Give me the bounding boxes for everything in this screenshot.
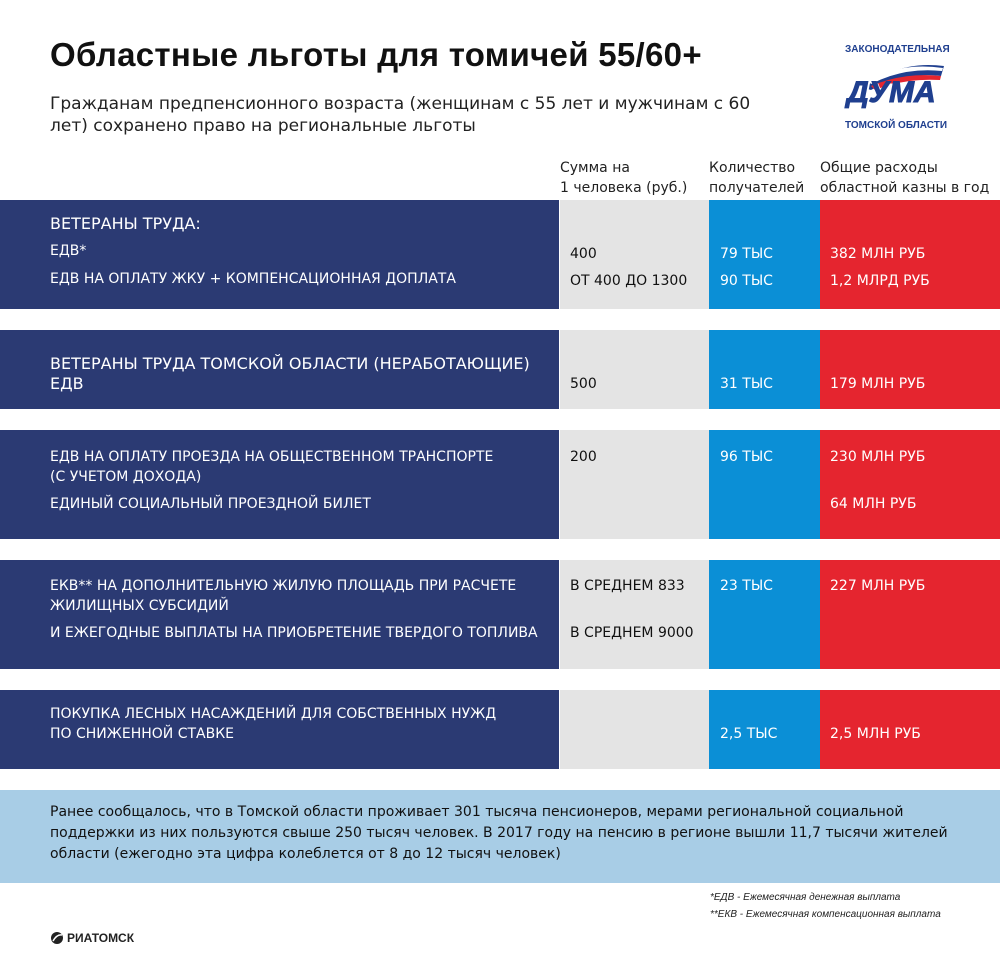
flag-swoosh-icon [864, 64, 944, 90]
benefit-line: ЕДИНЫЙ СОЦИАЛЬНЫЙ ПРОЕЗДНОЙ БИЛЕТ [50, 496, 371, 512]
header-count-line: Количество [709, 160, 796, 176]
header-cost-line: областной казны в год [820, 180, 990, 196]
benefit-line: ЖИЛИЩНЫХ СУБСИДИЙ [50, 598, 229, 614]
sum-value: 200 [570, 449, 597, 465]
table-row: ВЕТЕРАНЫ ТРУДА ТОМСКОЙ ОБЛАСТИ (НЕРАБОТА… [0, 330, 1000, 409]
sum-value: 500 [570, 376, 597, 392]
cost-value: 64 МЛН РУБ [830, 496, 917, 512]
benefit-line: ЕДВ [50, 374, 84, 393]
count-cell: 96 ТЫС [709, 430, 820, 539]
header-cost-line: Общие расходы [820, 160, 938, 176]
cost-value: 179 МЛН РУБ [830, 376, 926, 392]
benefit-cell: ПОКУПКА ЛЕСНЫХ НАСАЖДЕНИЙ ДЛЯ СОБСТВЕННЫ… [0, 690, 559, 769]
cost-value: 382 МЛН РУБ [830, 246, 926, 262]
cost-cell: 230 МЛН РУБ 64 МЛН РУБ [820, 430, 1000, 539]
page-title: Областные льготы для томичей 55/60+ [50, 36, 702, 73]
benefit-line: ПОКУПКА ЛЕСНЫХ НАСАЖДЕНИЙ ДЛЯ СОБСТВЕННЫ… [50, 706, 497, 722]
count-cell: 23 ТЫС [709, 560, 820, 669]
table-row: ЕДВ НА ОПЛАТУ ПРОЕЗДА НА ОБЩЕСТВЕННОМ ТР… [0, 430, 1000, 539]
benefit-line: ЕДВ* [50, 243, 87, 259]
header-cost: Общие расходы областной казны в год [820, 158, 989, 198]
sum-cell: В СРЕДНЕМ 833 В СРЕДНЕМ 9000 [560, 560, 709, 669]
sum-cell: 500 [560, 330, 709, 409]
count-cell: 2,5 ТЫС [709, 690, 820, 769]
ria-logo-icon [51, 932, 63, 944]
sum-value: ОТ 400 ДО 1300 [570, 273, 688, 289]
benefit-title: ВЕТЕРАНЫ ТРУДА ТОМСКОЙ ОБЛАСТИ (НЕРАБОТА… [50, 354, 530, 373]
cost-cell: 179 МЛН РУБ [820, 330, 1000, 409]
sum-value: В СРЕДНЕМ 9000 [570, 625, 694, 641]
count-value: 23 ТЫС [720, 578, 773, 594]
table-row: ЕКВ** НА ДОПОЛНИТЕЛЬНУЮ ЖИЛУЮ ПЛОЩАДЬ ПР… [0, 560, 1000, 669]
cost-cell: 2,5 МЛН РУБ [820, 690, 1000, 769]
cost-value: 1,2 МЛРД РУБ [830, 273, 930, 289]
header-sum-line: 1 человека (руб.) [560, 180, 688, 196]
footnote-edv: *ЕДВ - Ежемесячная денежная выплата [710, 892, 901, 903]
sum-cell: 400 ОТ 400 ДО 1300 [560, 200, 709, 309]
duma-logo: ЗАКОНОДАТЕЛЬНАЯ ДУМА ТОМСКОЙ ОБЛАСТИ [845, 44, 955, 134]
sum-value: 400 [570, 246, 597, 262]
count-cell: 31 ТЫС [709, 330, 820, 409]
benefit-cell: ВЕТЕРАНЫ ТРУДА: ЕДВ* ЕДВ НА ОПЛАТУ ЖКУ +… [0, 200, 559, 309]
logo-main-text: ДУМА [847, 76, 937, 110]
benefit-line: ЕДВ НА ОПЛАТУ ПРОЕЗДА НА ОБЩЕСТВЕННОМ ТР… [50, 449, 494, 465]
cost-value: 2,5 МЛН РУБ [830, 726, 921, 742]
header-sum: Сумма на 1 человека (руб.) [560, 158, 687, 198]
footnote-ekv: **ЕКВ - Ежемесячная компенсационная выпл… [710, 909, 941, 920]
benefit-line: ЕДВ НА ОПЛАТУ ЖКУ + КОМПЕНСАЦИОННАЯ ДОПЛ… [50, 271, 456, 287]
info-note: Ранее сообщалось, что в Томской области … [0, 790, 1000, 883]
table-row: ВЕТЕРАНЫ ТРУДА: ЕДВ* ЕДВ НА ОПЛАТУ ЖКУ +… [0, 200, 1000, 309]
count-value: 31 ТЫС [720, 376, 773, 392]
count-value: 79 ТЫС [720, 246, 773, 262]
benefit-cell: ВЕТЕРАНЫ ТРУДА ТОМСКОЙ ОБЛАСТИ (НЕРАБОТА… [0, 330, 559, 409]
cost-value: 230 МЛН РУБ [830, 449, 926, 465]
cost-cell: 382 МЛН РУБ 1,2 МЛРД РУБ [820, 200, 1000, 309]
count-value: 90 ТЫС [720, 273, 773, 289]
header-count-line: получателей [709, 180, 805, 196]
ria-tomsk-logo: РИАТОМСК [50, 931, 134, 945]
sum-cell [560, 690, 709, 769]
count-value: 96 ТЫС [720, 449, 773, 465]
cost-cell: 227 МЛН РУБ [820, 560, 1000, 669]
sum-cell: 200 [560, 430, 709, 539]
benefit-cell: ЕДВ НА ОПЛАТУ ПРОЕЗДА НА ОБЩЕСТВЕННОМ ТР… [0, 430, 559, 539]
sum-value: В СРЕДНЕМ 833 [570, 578, 685, 594]
count-value: 2,5 ТЫС [720, 726, 778, 742]
header-count: Количество получателей [709, 158, 804, 198]
benefit-title: ВЕТЕРАНЫ ТРУДА: [50, 214, 201, 233]
count-cell: 79 ТЫС 90 ТЫС [709, 200, 820, 309]
ria-logo-text: РИАТОМСК [67, 931, 135, 945]
cost-value: 227 МЛН РУБ [830, 578, 926, 594]
benefit-line: И ЕЖЕГОДНЫЕ ВЫПЛАТЫ НА ПРИОБРЕТЕНИЕ ТВЕР… [50, 625, 538, 641]
subtitle: Гражданам предпенсионного возраста (женщ… [50, 94, 751, 136]
benefit-line: ПО СНИЖЕННОЙ СТАВКЕ [50, 726, 234, 742]
benefit-line: (С УЧЕТОМ ДОХОДА) [50, 469, 202, 485]
logo-top-text: ЗАКОНОДАТЕЛЬНАЯ [845, 44, 950, 55]
benefit-cell: ЕКВ** НА ДОПОЛНИТЕЛЬНУЮ ЖИЛУЮ ПЛОЩАДЬ ПР… [0, 560, 559, 669]
table-row: ПОКУПКА ЛЕСНЫХ НАСАЖДЕНИЙ ДЛЯ СОБСТВЕННЫ… [0, 690, 1000, 769]
benefit-line: ЕКВ** НА ДОПОЛНИТЕЛЬНУЮ ЖИЛУЮ ПЛОЩАДЬ ПР… [50, 578, 517, 594]
logo-bottom-text: ТОМСКОЙ ОБЛАСТИ [845, 120, 948, 131]
header-sum-line: Сумма на [560, 160, 630, 176]
